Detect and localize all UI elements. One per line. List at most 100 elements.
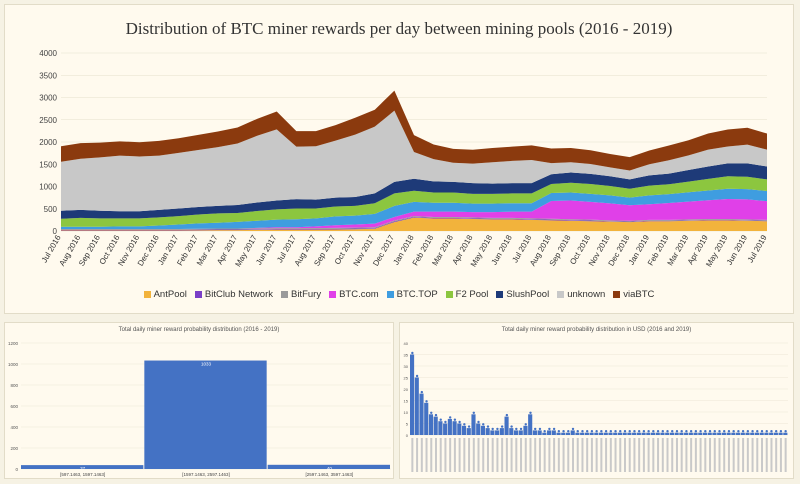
histogram-bar: [504, 416, 509, 435]
histogram-bar: [736, 432, 741, 435]
bar-marker: [500, 425, 504, 428]
bar-marker: [633, 430, 636, 433]
bar-marker: [448, 416, 452, 419]
stacked-area-chart-panel: Distribution of BTC miner rewards per da…: [4, 4, 794, 314]
bar-marker: [746, 430, 750, 433]
x-bin-label-placeholder: [661, 438, 664, 472]
bar-marker: [548, 427, 551, 431]
x-bin-label-placeholder: [666, 438, 669, 472]
x-bin-label-placeholder: [501, 438, 504, 472]
histogram-bar: [783, 432, 788, 435]
legend-item: BTC.com: [329, 289, 379, 300]
histogram-bar: [547, 430, 552, 435]
y-tick-label: 1200: [8, 341, 19, 346]
bar-marker: [534, 427, 537, 431]
x-bin-label-placeholder: [600, 438, 603, 472]
legend-item: BitFury: [280, 289, 321, 300]
histogram-bar: [575, 432, 580, 435]
y-tick-label: 600: [10, 404, 18, 409]
x-bin-label-placeholder: [482, 438, 485, 472]
legend-item: unknown: [557, 289, 605, 300]
bar-marker: [680, 430, 683, 433]
bar-marker: [519, 427, 523, 431]
chart-title: Distribution of BTC miner rewards per da…: [125, 19, 673, 38]
histogram-bar: [537, 430, 542, 435]
histogram-title: Total daily miner reward probability dis…: [118, 327, 280, 333]
y-tick-label: 30: [404, 364, 409, 369]
histogram-bar: [428, 414, 434, 435]
y-tick-label: 15: [404, 399, 409, 404]
histogram-bar: [424, 402, 429, 435]
bar-value-label: 1033: [201, 362, 212, 367]
bar-marker: [600, 430, 603, 433]
area-series-viabtc: [61, 90, 767, 171]
histogram-bar: [636, 432, 641, 435]
legend-swatch: [445, 290, 453, 298]
x-bin-label-placeholder: [642, 438, 645, 472]
histogram-bar: [447, 418, 452, 435]
y-tick-label: 1000: [8, 362, 19, 367]
legend-swatch: [329, 290, 337, 298]
histogram-bar: [518, 430, 523, 435]
bar-marker: [671, 430, 674, 433]
bar-marker: [595, 430, 598, 433]
x-category-label: [2597.1463, 3597.1463]: [306, 472, 354, 477]
x-bin-label-placeholder: [690, 438, 693, 472]
y-tick-label: 3500: [39, 71, 57, 80]
x-bin-label-placeholder: [685, 438, 688, 472]
histogram-panel: Total daily miner reward probability dis…: [4, 322, 394, 479]
histogram-bar: [655, 432, 660, 435]
bar-marker: [708, 430, 712, 433]
histogram-bar: [570, 430, 575, 435]
histogram-bar: [466, 428, 471, 435]
x-bin-label-placeholder: [567, 438, 570, 472]
y-tick-label: 0: [53, 227, 58, 236]
y-tick-label: 400: [10, 425, 18, 430]
x-bin-label-placeholder: [486, 438, 489, 472]
x-bin-label-placeholder: [590, 438, 593, 472]
bar-marker: [434, 413, 438, 417]
x-bin-label-placeholder: [458, 438, 461, 472]
bar-marker: [543, 430, 546, 433]
bar-marker: [557, 430, 561, 433]
x-bin-label-placeholder: [718, 438, 721, 472]
histogram-bar: [660, 432, 665, 435]
y-tick-label: 500: [44, 205, 58, 214]
bar-marker: [666, 430, 669, 433]
bar-marker: [576, 430, 579, 433]
histogram-bar: [523, 425, 528, 435]
bar-marker: [411, 351, 414, 355]
histogram-bar: [410, 354, 415, 435]
bar-marker: [741, 430, 745, 433]
histogram-bar: [750, 432, 755, 435]
x-bin-label-placeholder: [439, 438, 442, 472]
histogram-bar: [740, 432, 745, 435]
x-bin-label-placeholder: [737, 438, 740, 472]
x-bin-label-placeholder: [614, 438, 617, 472]
histogram-bar: [594, 432, 599, 435]
bar-marker: [661, 430, 664, 433]
x-bin-label-placeholder: [420, 438, 423, 472]
bar-marker: [463, 423, 466, 426]
legend-swatch: [194, 290, 202, 298]
bar-marker: [420, 390, 424, 394]
legend-swatch: [143, 290, 151, 298]
x-bin-label-placeholder: [727, 438, 730, 472]
bar-marker: [482, 423, 485, 426]
bar-marker: [425, 400, 428, 403]
x-bin-label-placeholder: [425, 438, 428, 472]
bar-marker: [779, 430, 783, 433]
x-bin-label-placeholder: [496, 438, 499, 472]
histogram-bar: [443, 423, 448, 435]
x-bin-label-placeholder: [477, 438, 480, 472]
y-tick-label: 5: [406, 422, 409, 427]
x-bin-label-placeholder: [472, 438, 475, 472]
bar-marker: [472, 411, 475, 414]
legend-swatch: [557, 290, 565, 298]
histogram-bar: [414, 377, 419, 435]
x-bin-label-placeholder: [638, 438, 641, 472]
legend-label: viaBTC: [623, 289, 655, 300]
bar-marker: [453, 418, 457, 421]
bar-marker: [774, 430, 778, 433]
bar-marker: [727, 430, 731, 433]
